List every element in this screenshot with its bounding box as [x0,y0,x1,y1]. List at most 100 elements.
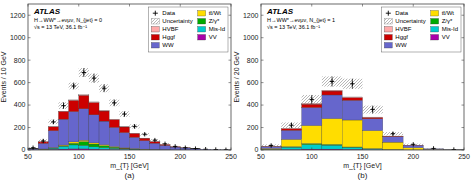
legend-swatch [151,43,159,49]
bar-segment [281,130,301,139]
band-cell [109,99,119,106]
legend: DataUncertaintyHVBFHggfWWtt̄/WtZ/γ*Mis-I… [381,7,461,52]
bar-series [261,90,403,146]
legend-swatch [384,27,392,33]
bar-series [261,91,423,147]
plot-background [261,4,464,150]
y-tick [462,37,465,38]
bar-segment [89,147,99,149]
legend-label: VV [442,34,450,40]
legend-label: Uncertainty [162,18,192,24]
bar-segment [58,111,68,119]
legend-label: Hggf [162,34,175,40]
subtitle: H→WW*→eνμν, N_{jet} = 1 [267,17,335,23]
bar-segment [89,144,99,147]
legend-label: HVBF [162,26,178,32]
x-tick [129,148,130,151]
bar-segment [342,147,362,149]
bar-series [28,95,201,149]
x-tick [78,148,79,151]
data-point [183,146,187,150]
legend-marker [153,11,158,16]
bar-segment [99,121,109,145]
plot-background [28,4,231,150]
y-tick [261,150,264,151]
legend-label: Hggf [395,34,408,40]
bar-segment [69,143,79,145]
bar-segment [69,142,79,143]
legend-swatch [384,43,392,49]
bar-segment [281,129,301,131]
panel: 02004006008001000120050100150200250m_{T}… [233,4,470,180]
legend-marker [386,11,391,16]
y-tick-label: 400 [14,101,26,108]
x-tick [261,4,262,7]
bar-segment [140,138,150,139]
bar-segment [281,139,301,146]
data-point [92,76,96,80]
bar-segment [48,148,58,149]
bar-segment [69,100,79,111]
y-tick-label: 200 [14,124,26,131]
bar-segment [302,145,322,149]
x-tick [231,4,232,7]
data-point [31,146,35,150]
data-point [71,84,75,88]
x-tick-label: 250 [225,153,237,160]
data-points [269,76,456,150]
legend-label: tt̄/Wt [442,10,455,16]
y-tick [28,150,31,151]
y-tick [261,37,264,38]
y-tick [28,127,31,128]
bar-segment [79,140,89,141]
y-tick [229,127,232,128]
bar-segment [48,147,58,148]
x-tick-label: 150 [357,153,369,160]
subtitle: H→WW*→eνμν, N_{jet} = 0 [34,17,102,23]
legend-frame [381,7,461,52]
legend-swatch [198,19,206,25]
legend-label: Z/γ* [209,18,220,24]
subtitle: √s = 13 TeV, 36.1 fb⁻¹ [34,24,87,30]
y-tick [261,60,264,61]
band-cell [363,106,383,114]
y-tick [462,82,465,83]
bar-segment [119,126,129,127]
y-tick [462,127,465,128]
legend-label: Data [395,10,408,16]
band-cell [119,111,129,117]
bar-segment [150,143,160,149]
bar-segment [109,147,119,148]
plot-frame [28,4,231,150]
legend-swatch [431,35,439,41]
y-tick [28,60,31,61]
y-tick [229,82,232,83]
uncertainty-band [28,68,231,150]
bar-segment [79,109,89,140]
bar-segment [89,143,99,144]
bar-segment [363,119,383,131]
uncertainty-band [261,76,464,149]
bar-segment [302,104,322,107]
legend-frame [148,7,228,52]
panel: 02004006008001000120050100150200250m_{T}… [0,4,237,180]
data-point [61,103,65,107]
legend-swatch [431,11,439,17]
x-tick-label: 100 [73,153,85,160]
x-tick [413,148,414,151]
bar-segment [363,117,383,118]
y-tick [261,105,264,106]
data-points [31,68,228,150]
band-cell [130,124,140,128]
panel-label: (a) [125,171,135,180]
bar-segment [58,146,68,149]
legend-label: WW [395,42,407,48]
y-tick [462,60,465,61]
subtitle: √s = 13 TeV, 36.1 fb⁻¹ [267,24,320,30]
data-point [153,138,157,142]
panel-label: (b) [358,171,368,180]
legend-label: Mis-Id [442,26,458,32]
y-tick-label: 600 [14,79,26,86]
x-tick [78,4,79,7]
data-point [122,112,126,116]
